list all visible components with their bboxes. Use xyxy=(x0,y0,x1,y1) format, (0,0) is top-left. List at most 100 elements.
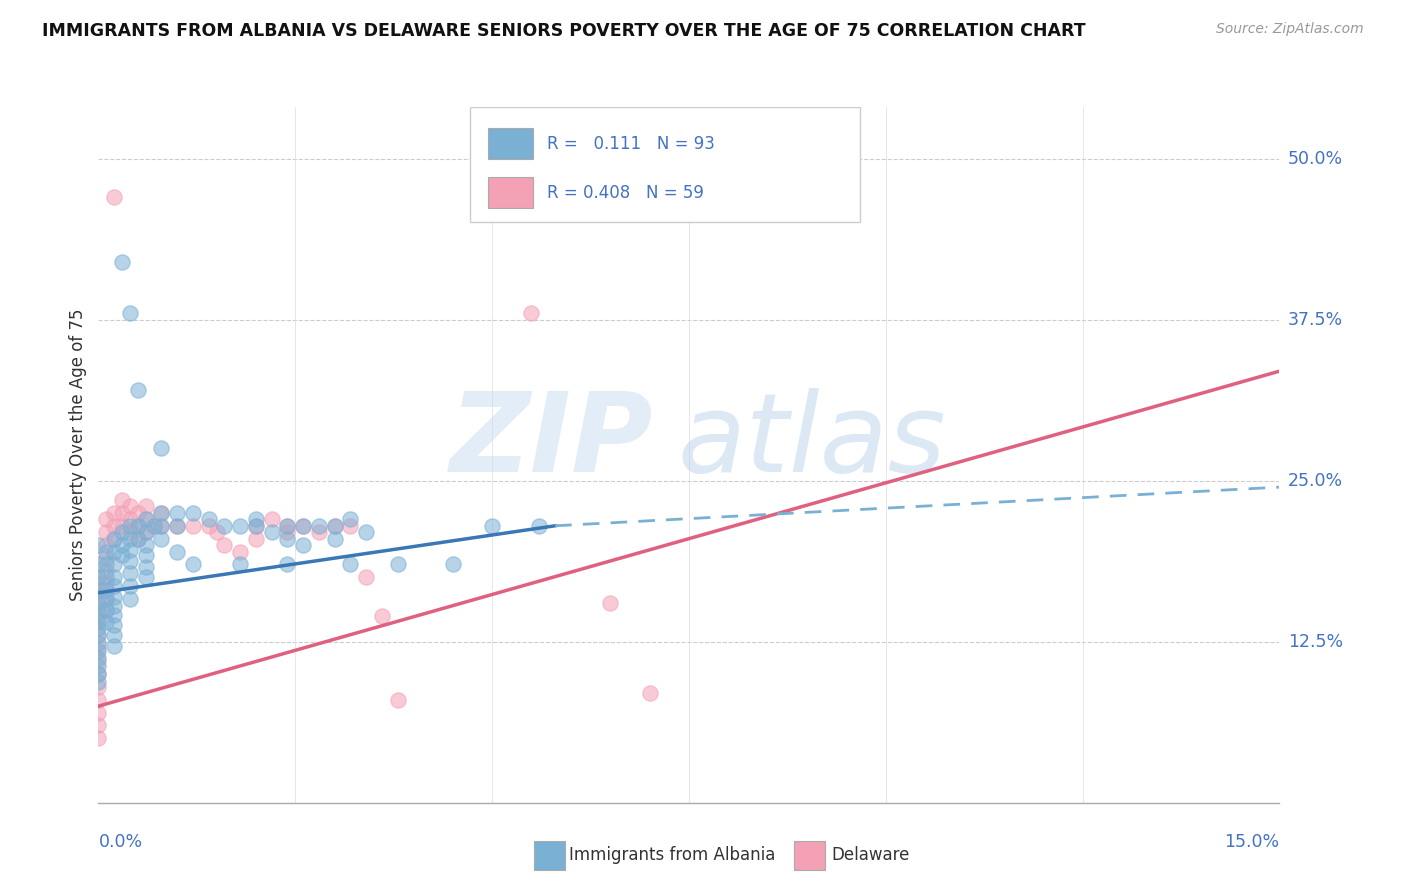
Point xyxy=(103,518,125,533)
Point xyxy=(87,621,110,635)
Point xyxy=(87,706,110,720)
Point xyxy=(87,644,110,658)
Point xyxy=(276,518,298,533)
Point xyxy=(135,512,157,526)
Point xyxy=(127,506,149,520)
Point xyxy=(87,692,110,706)
Point xyxy=(323,532,346,546)
Point xyxy=(197,512,219,526)
Point xyxy=(118,543,141,558)
Point xyxy=(118,518,141,533)
Point xyxy=(166,518,188,533)
Point xyxy=(103,190,125,204)
Point xyxy=(111,525,134,540)
Point xyxy=(111,538,134,552)
Point xyxy=(118,532,141,546)
Point xyxy=(166,544,188,558)
Text: ZIP: ZIP xyxy=(450,387,654,494)
Text: Immigrants from Albania: Immigrants from Albania xyxy=(569,847,776,864)
Point xyxy=(118,525,141,540)
Point xyxy=(87,718,110,732)
Point xyxy=(135,500,157,514)
Point xyxy=(87,667,110,681)
Text: 15.0%: 15.0% xyxy=(1225,833,1279,851)
Point xyxy=(111,549,134,563)
Point xyxy=(87,602,110,616)
Point xyxy=(135,525,157,540)
Point xyxy=(87,613,110,627)
Point xyxy=(87,576,110,591)
Point xyxy=(150,518,173,533)
Point xyxy=(308,518,330,533)
Point xyxy=(245,532,267,546)
Point xyxy=(87,731,110,746)
FancyBboxPatch shape xyxy=(488,128,533,159)
Text: 0.0%: 0.0% xyxy=(98,833,142,851)
Point xyxy=(229,544,252,558)
Point xyxy=(166,506,188,520)
Point xyxy=(214,538,236,552)
Point xyxy=(118,512,141,526)
Point xyxy=(387,558,409,572)
Point xyxy=(292,518,315,533)
Point xyxy=(371,609,394,624)
Point xyxy=(354,570,377,584)
Point xyxy=(135,549,157,563)
Point xyxy=(245,518,267,533)
Text: 50.0%: 50.0% xyxy=(1288,150,1343,168)
Point xyxy=(214,518,236,533)
Point xyxy=(166,518,188,533)
Text: R =   0.111   N = 93: R = 0.111 N = 93 xyxy=(547,135,716,153)
Point xyxy=(103,618,125,632)
Point xyxy=(87,674,110,689)
Point xyxy=(127,384,149,398)
Y-axis label: Seniors Poverty Over the Age of 75: Seniors Poverty Over the Age of 75 xyxy=(69,309,87,601)
Point xyxy=(87,628,110,642)
Point xyxy=(87,615,110,630)
Point xyxy=(197,518,219,533)
Point xyxy=(103,544,125,558)
Point xyxy=(87,570,110,584)
Text: 25.0%: 25.0% xyxy=(1288,472,1343,490)
Point xyxy=(96,551,118,566)
Point xyxy=(276,518,298,533)
Point xyxy=(245,512,267,526)
Point xyxy=(127,518,149,533)
Text: IMMIGRANTS FROM ALBANIA VS DELAWARE SENIORS POVERTY OVER THE AGE OF 75 CORRELATI: IMMIGRANTS FROM ALBANIA VS DELAWARE SENI… xyxy=(42,22,1085,40)
Point xyxy=(118,553,141,567)
Point xyxy=(150,506,173,520)
Point xyxy=(87,659,110,673)
Point xyxy=(96,602,118,616)
Point xyxy=(292,538,315,552)
Point xyxy=(87,605,110,619)
Point xyxy=(135,570,157,584)
Text: 12.5%: 12.5% xyxy=(1288,632,1343,651)
Point xyxy=(118,579,141,593)
Point xyxy=(150,442,173,456)
Point xyxy=(103,599,125,613)
Point xyxy=(103,532,125,546)
Point xyxy=(87,636,110,650)
FancyBboxPatch shape xyxy=(488,177,533,208)
Point xyxy=(87,667,110,681)
Point xyxy=(441,558,464,572)
Point xyxy=(205,525,228,540)
Point xyxy=(127,532,149,546)
Point xyxy=(229,558,252,572)
FancyBboxPatch shape xyxy=(471,107,860,222)
Text: R = 0.408   N = 59: R = 0.408 N = 59 xyxy=(547,184,704,202)
Point xyxy=(87,538,110,552)
Point xyxy=(87,583,110,598)
Point xyxy=(260,512,283,526)
Point xyxy=(142,518,165,533)
Point xyxy=(103,607,125,622)
Point xyxy=(111,254,134,268)
Point xyxy=(135,560,157,574)
Point xyxy=(87,596,110,610)
Point xyxy=(111,518,134,533)
Point xyxy=(276,558,298,572)
Point xyxy=(387,692,409,706)
Point xyxy=(96,576,118,591)
Point xyxy=(103,570,125,584)
Point xyxy=(245,518,267,533)
